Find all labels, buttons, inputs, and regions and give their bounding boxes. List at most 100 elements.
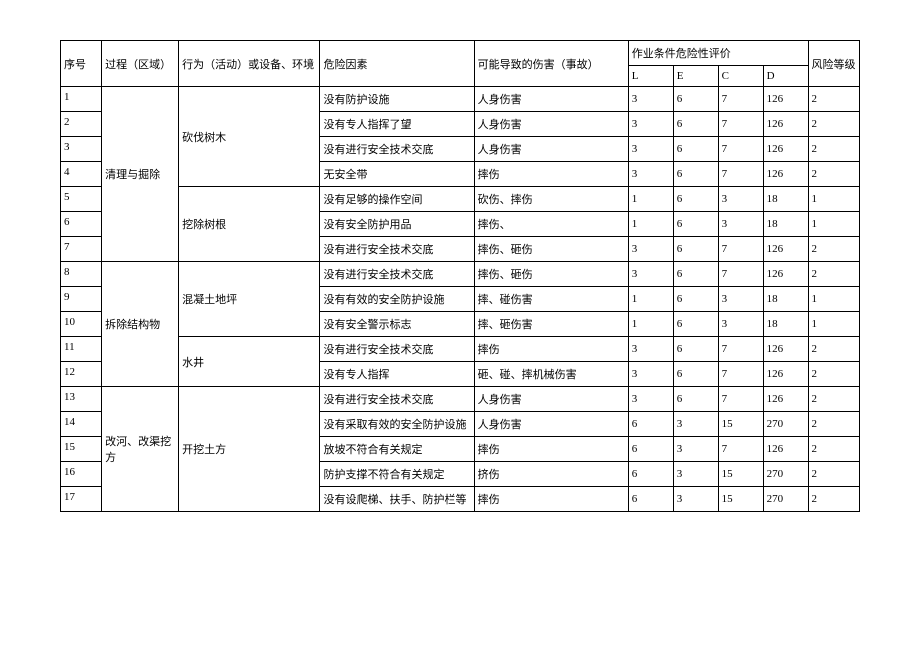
cell-c: 3 — [718, 287, 763, 312]
header-l: L — [628, 66, 673, 87]
cell-risk: 2 — [808, 487, 859, 512]
cell-activity: 挖除树根 — [179, 187, 320, 262]
cell-c: 15 — [718, 412, 763, 437]
cell-harm: 砸、碰、摔机械伤害 — [474, 362, 628, 387]
cell-e: 6 — [673, 187, 718, 212]
table-row: 8 拆除结构物 混凝土地坪 没有进行安全技术交底 摔伤、砸伤 3 6 7 126… — [61, 262, 860, 287]
table-row: 11 水井 没有进行安全技术交底 摔伤 3 6 7 126 2 — [61, 337, 860, 362]
cell-risk: 2 — [808, 362, 859, 387]
cell-harm: 摔伤 — [474, 337, 628, 362]
cell-harm: 摔伤、砸伤 — [474, 262, 628, 287]
cell-d: 18 — [763, 212, 808, 237]
cell-l: 3 — [628, 87, 673, 112]
cell-c: 15 — [718, 487, 763, 512]
cell-l: 1 — [628, 187, 673, 212]
risk-assessment-table: 序号 过程（区域） 行为（活动）或设备、环境 危险因素 可能导致的伤害（事故） … — [60, 40, 860, 512]
cell-risk: 2 — [808, 462, 859, 487]
cell-hazard: 没有进行安全技术交底 — [320, 137, 474, 162]
cell-hazard: 没有采取有效的安全防护设施 — [320, 412, 474, 437]
cell-l: 6 — [628, 487, 673, 512]
cell-c: 7 — [718, 87, 763, 112]
cell-l: 3 — [628, 237, 673, 262]
cell-e: 3 — [673, 487, 718, 512]
cell-d: 18 — [763, 312, 808, 337]
cell-l: 1 — [628, 312, 673, 337]
cell-seq: 4 — [61, 162, 102, 187]
cell-e: 6 — [673, 212, 718, 237]
cell-harm: 摔伤、砸伤 — [474, 237, 628, 262]
cell-risk: 2 — [808, 162, 859, 187]
cell-harm: 摔伤 — [474, 487, 628, 512]
cell-e: 3 — [673, 437, 718, 462]
cell-d: 18 — [763, 187, 808, 212]
table-row: 13 改河、改渠挖方 开挖土方 没有进行安全技术交底 人身伤害 3 6 7 12… — [61, 387, 860, 412]
cell-c: 7 — [718, 137, 763, 162]
cell-e: 3 — [673, 462, 718, 487]
cell-c: 7 — [718, 362, 763, 387]
cell-harm: 人身伤害 — [474, 112, 628, 137]
cell-d: 126 — [763, 137, 808, 162]
header-seq: 序号 — [61, 41, 102, 87]
cell-seq: 12 — [61, 362, 102, 387]
cell-harm: 摔伤、 — [474, 212, 628, 237]
cell-seq: 3 — [61, 137, 102, 162]
cell-l: 3 — [628, 262, 673, 287]
header-e: E — [673, 66, 718, 87]
cell-seq: 16 — [61, 462, 102, 487]
header-evaluation: 作业条件危险性评价 — [628, 41, 808, 66]
cell-seq: 13 — [61, 387, 102, 412]
cell-activity: 混凝土地坪 — [179, 262, 320, 337]
cell-e: 6 — [673, 237, 718, 262]
cell-risk: 1 — [808, 287, 859, 312]
cell-d: 270 — [763, 487, 808, 512]
cell-e: 6 — [673, 362, 718, 387]
header-activity: 行为（活动）或设备、环境 — [179, 41, 320, 87]
cell-hazard: 没有进行安全技术交底 — [320, 337, 474, 362]
cell-seq: 14 — [61, 412, 102, 437]
table-row: 5 挖除树根 没有足够的操作空间 砍伤、摔伤 1 6 3 18 1 — [61, 187, 860, 212]
cell-risk: 1 — [808, 312, 859, 337]
cell-risk: 1 — [808, 187, 859, 212]
cell-c: 3 — [718, 212, 763, 237]
cell-d: 126 — [763, 112, 808, 137]
cell-risk: 2 — [808, 112, 859, 137]
cell-harm: 摔伤 — [474, 437, 628, 462]
cell-c: 3 — [718, 187, 763, 212]
cell-harm: 人身伤害 — [474, 387, 628, 412]
cell-d: 126 — [763, 437, 808, 462]
cell-risk: 2 — [808, 387, 859, 412]
cell-risk: 2 — [808, 237, 859, 262]
cell-c: 7 — [718, 112, 763, 137]
cell-e: 6 — [673, 162, 718, 187]
cell-harm: 人身伤害 — [474, 412, 628, 437]
cell-seq: 8 — [61, 262, 102, 287]
cell-seq: 6 — [61, 212, 102, 237]
cell-c: 7 — [718, 262, 763, 287]
cell-l: 3 — [628, 162, 673, 187]
cell-hazard: 没有进行安全技术交底 — [320, 387, 474, 412]
cell-harm: 摔、碰伤害 — [474, 287, 628, 312]
cell-seq: 1 — [61, 87, 102, 112]
header-harm: 可能导致的伤害（事故） — [474, 41, 628, 87]
cell-risk: 2 — [808, 337, 859, 362]
cell-harm: 砍伤、摔伤 — [474, 187, 628, 212]
cell-l: 6 — [628, 437, 673, 462]
cell-hazard: 没有足够的操作空间 — [320, 187, 474, 212]
cell-d: 126 — [763, 362, 808, 387]
cell-seq: 5 — [61, 187, 102, 212]
cell-activity: 砍伐树木 — [179, 87, 320, 187]
cell-l: 1 — [628, 212, 673, 237]
cell-harm: 人身伤害 — [474, 87, 628, 112]
cell-hazard: 没有设爬梯、扶手、防护栏等 — [320, 487, 474, 512]
cell-l: 3 — [628, 387, 673, 412]
cell-process: 改河、改渠挖方 — [102, 387, 179, 512]
cell-hazard: 没有专人指挥 — [320, 362, 474, 387]
cell-e: 3 — [673, 412, 718, 437]
cell-risk: 2 — [808, 412, 859, 437]
cell-d: 126 — [763, 162, 808, 187]
cell-l: 6 — [628, 412, 673, 437]
cell-c: 7 — [718, 162, 763, 187]
cell-harm: 摔伤 — [474, 162, 628, 187]
cell-hazard: 没有安全警示标志 — [320, 312, 474, 337]
header-risk: 风险等级 — [808, 41, 859, 87]
